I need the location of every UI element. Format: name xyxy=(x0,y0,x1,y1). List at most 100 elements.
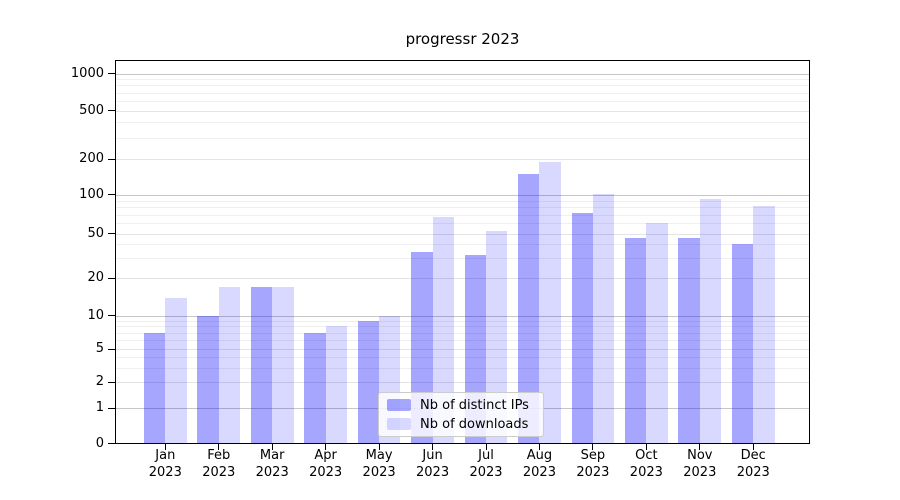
y-axis-tick-label: 20 xyxy=(87,270,104,286)
x-axis-tick-label: Oct 2023 xyxy=(629,448,663,480)
minor-gridline xyxy=(115,207,810,209)
minor-gridline xyxy=(115,357,810,359)
legend-item-downloads: Nb of downloads xyxy=(387,417,535,432)
minor-gridline xyxy=(115,92,810,94)
legend-label-downloads: Nb of downloads xyxy=(420,416,529,432)
minor-gridline xyxy=(115,244,810,246)
bar-downloads xyxy=(699,199,722,444)
x-axis-tick xyxy=(538,444,540,450)
minor-gridline xyxy=(115,100,810,102)
y-axis-tick xyxy=(108,110,115,111)
bar-distinct-ips xyxy=(357,320,380,444)
y-axis-tick-label: 100 xyxy=(79,186,104,202)
bar-downloads xyxy=(539,161,561,444)
plot-area xyxy=(115,60,810,444)
minor-gridline xyxy=(115,79,810,81)
minor-gridline xyxy=(115,332,810,334)
bar-downloads xyxy=(165,297,187,444)
minor-gridline xyxy=(115,258,810,260)
bar-distinct-ips xyxy=(143,332,166,444)
bar-downloads xyxy=(592,193,615,444)
x-axis-tick xyxy=(485,444,487,450)
legend-label-distinct-ips: Nb of distinct IPs xyxy=(420,397,529,413)
y-axis-tick-label: 5 xyxy=(95,341,104,356)
x-axis-tick-label: Aug 2023 xyxy=(522,448,556,480)
y-axis-tick xyxy=(108,73,115,74)
x-axis-tick-label: Dec 2023 xyxy=(736,448,770,480)
bar-downloads xyxy=(486,231,508,444)
y-axis-tick-label: 1 xyxy=(95,400,104,415)
bar-distinct-ips xyxy=(250,287,273,444)
minor-gridline xyxy=(115,200,810,202)
x-axis-tick-label: May 2023 xyxy=(362,448,396,480)
minor-gridline xyxy=(115,326,810,328)
x-axis-tick-label: Apr 2023 xyxy=(309,448,343,480)
bar-downloads xyxy=(272,287,294,444)
bar-distinct-ips xyxy=(731,244,754,444)
x-axis-tick xyxy=(752,444,754,450)
y-axis-tick-label: 500 xyxy=(79,102,104,118)
x-axis-tick xyxy=(592,444,594,450)
y-axis-tick xyxy=(108,277,115,279)
x-axis-tick xyxy=(378,444,380,450)
y-axis-tick-label: 2 xyxy=(95,374,104,390)
gridline xyxy=(115,233,810,235)
y-axis-tick xyxy=(108,407,115,409)
bar-distinct-ips xyxy=(678,237,700,444)
x-axis-tick xyxy=(271,444,273,450)
gridline xyxy=(115,73,810,75)
y-axis-tick-label: 0 xyxy=(95,435,104,451)
x-axis-tick-label: Jul 2023 xyxy=(469,448,503,480)
x-axis-tick-label: Mar 2023 xyxy=(255,448,289,480)
y-axis-tick xyxy=(108,381,115,383)
legend-box: Nb of distinct IPs Nb of downloads xyxy=(378,392,544,437)
bar-distinct-ips xyxy=(197,315,219,444)
bar-distinct-ips xyxy=(304,332,326,444)
minor-gridline xyxy=(115,367,810,369)
x-axis-tick xyxy=(164,444,166,450)
y-axis-tick-label: 50 xyxy=(87,225,104,241)
bar-downloads xyxy=(325,326,348,444)
chart-title: progressr 2023 xyxy=(405,30,520,48)
x-axis-tick xyxy=(218,444,220,450)
y-axis-tick xyxy=(108,233,115,234)
y-axis-tick xyxy=(108,158,115,160)
x-axis-tick-label: Jan 2023 xyxy=(148,448,182,480)
y-axis-tick xyxy=(108,194,115,196)
x-axis-tick xyxy=(432,444,434,450)
gridline xyxy=(115,159,810,161)
minor-gridline xyxy=(115,320,810,322)
y-axis-tick-label: 10 xyxy=(87,307,104,323)
x-axis-tick xyxy=(645,444,647,450)
bar-downloads xyxy=(432,217,454,444)
gridline xyxy=(115,382,810,384)
y-axis-tick-label: 200 xyxy=(79,151,104,167)
y-axis-tick xyxy=(108,443,115,444)
bar-distinct-ips xyxy=(518,173,540,444)
bar-downloads xyxy=(646,223,668,444)
x-axis-tick xyxy=(699,444,701,450)
gridline xyxy=(115,194,810,196)
x-axis-tick-label: Sep 2023 xyxy=(576,448,610,480)
x-axis-tick xyxy=(325,444,327,450)
minor-gridline xyxy=(115,122,810,124)
bar-downloads xyxy=(218,287,241,444)
y-axis-tick xyxy=(108,315,115,317)
minor-gridline xyxy=(115,137,810,139)
gridline xyxy=(115,278,810,280)
y-axis-tick xyxy=(108,348,115,350)
x-axis-tick-label: Feb 2023 xyxy=(202,448,236,480)
y-axis-tick-label: 1000 xyxy=(70,65,104,81)
gridline xyxy=(115,315,810,317)
bar-downloads xyxy=(753,205,775,444)
gridline xyxy=(115,110,810,112)
minor-gridline xyxy=(115,85,810,87)
legend-item-distinct-ips: Nb of distinct IPs xyxy=(387,398,535,413)
legend-swatch-downloads xyxy=(387,418,411,430)
bar-distinct-ips xyxy=(571,213,593,444)
legend-swatch-distinct-ips xyxy=(387,399,411,411)
minor-gridline xyxy=(115,214,810,216)
minor-gridline xyxy=(115,340,810,342)
x-axis-tick-label: Nov 2023 xyxy=(683,448,717,480)
